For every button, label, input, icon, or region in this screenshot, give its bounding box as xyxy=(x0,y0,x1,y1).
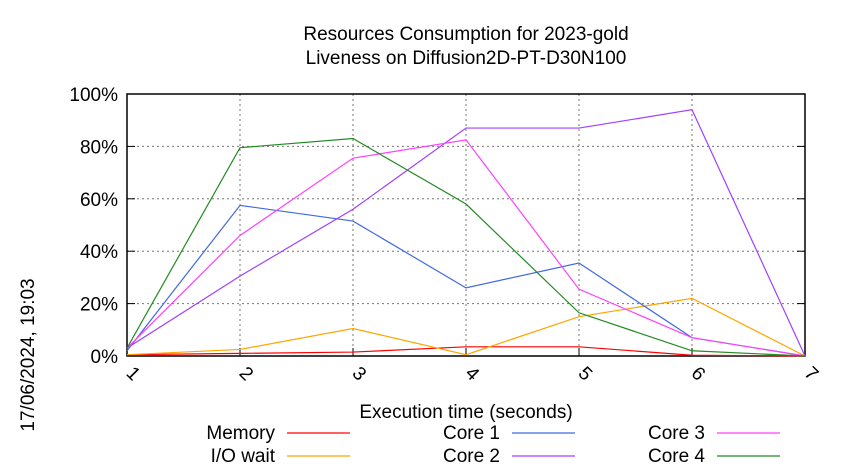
y-tick-label: 40% xyxy=(80,242,118,263)
chart-title-line-2: Liveness on Diffusion2D-PT-D30N100 xyxy=(306,48,627,69)
x-tick-label: 4 xyxy=(461,363,484,386)
y-tick-label: 20% xyxy=(80,295,118,316)
y-tick-label: 100% xyxy=(69,85,118,106)
series-line-core-4 xyxy=(126,137,806,357)
series-line-i-o-wait xyxy=(126,297,806,357)
legend-label: Core 2 xyxy=(443,446,500,467)
series-line-memory xyxy=(126,346,806,357)
series-line-core-2 xyxy=(126,109,806,357)
timestamp-label: 17/06/2024, 19:03 xyxy=(18,278,39,431)
chart-title-line-1: Resources Consumption for 2023-gold xyxy=(303,24,628,45)
y-tick-label: 0% xyxy=(91,347,119,368)
x-tick-label: 3 xyxy=(348,363,370,385)
legend-label: Core 4 xyxy=(648,446,705,467)
x-axis-label: Execution time (seconds) xyxy=(359,402,572,423)
y-tick-label: 80% xyxy=(80,137,118,158)
legend-label: Core 1 xyxy=(443,423,500,444)
x-tick-label: 6 xyxy=(687,363,709,385)
legend-label: I/O wait xyxy=(211,446,276,467)
legend-label: Memory xyxy=(206,423,275,444)
x-tick-label: 7 xyxy=(800,363,822,385)
x-tick-label: 5 xyxy=(574,363,596,385)
series-line-core-3 xyxy=(126,139,806,357)
legend-label: Core 3 xyxy=(648,423,705,444)
x-tick-label: 1 xyxy=(122,363,144,385)
x-tick-label: 2 xyxy=(235,363,257,385)
y-tick-label: 60% xyxy=(80,190,118,211)
